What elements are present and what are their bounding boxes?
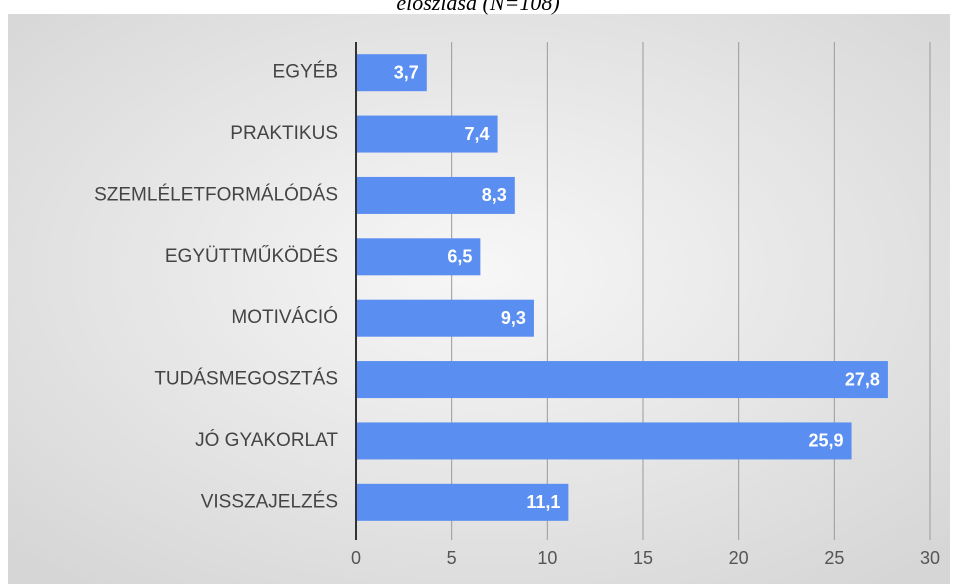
y-tick-label: SZEMLÉLETFORMÁLÓDÁS — [94, 183, 338, 205]
bar — [356, 176, 515, 214]
x-tick-label: 20 — [729, 548, 749, 568]
y-tick-label: JÓ GYAKORLAT — [195, 429, 338, 451]
bar — [356, 54, 427, 92]
title-background — [230, 0, 730, 14]
value-label: 27,8 — [845, 369, 880, 389]
x-tick-label: 5 — [447, 548, 457, 568]
y-tick-label: TUDÁSMEGOSZTÁS — [154, 369, 338, 390]
value-label: 3,7 — [394, 62, 419, 82]
bar — [356, 422, 852, 460]
y-tick-label: VISSZAJELZÉS — [201, 491, 338, 512]
chart-title: eloszlása (N=108) — [396, 0, 559, 15]
x-tick-label: 10 — [537, 548, 557, 568]
y-tick-label: EGYÉB — [273, 62, 338, 83]
value-label: 9,3 — [501, 308, 526, 328]
y-tick-label: MOTIVÁCIÓ — [231, 306, 338, 328]
bar — [356, 299, 534, 337]
value-label: 8,3 — [482, 185, 507, 205]
x-tick-label: 0 — [351, 548, 361, 568]
x-tick-label: 30 — [920, 548, 940, 568]
x-tick-label: 15 — [633, 548, 653, 568]
value-label: 7,4 — [465, 124, 490, 144]
bar — [356, 115, 498, 153]
y-tick-label: PRAKTIKUS — [230, 123, 338, 144]
value-label: 25,9 — [809, 431, 844, 451]
value-label: 11,1 — [526, 492, 560, 512]
bar — [356, 361, 888, 399]
value-label: 6,5 — [447, 247, 472, 267]
bar — [356, 238, 481, 276]
x-tick-label: 25 — [824, 548, 844, 568]
bar — [356, 483, 569, 521]
y-tick-label: EGYÜTTMŰKÖDÉS — [165, 245, 338, 267]
